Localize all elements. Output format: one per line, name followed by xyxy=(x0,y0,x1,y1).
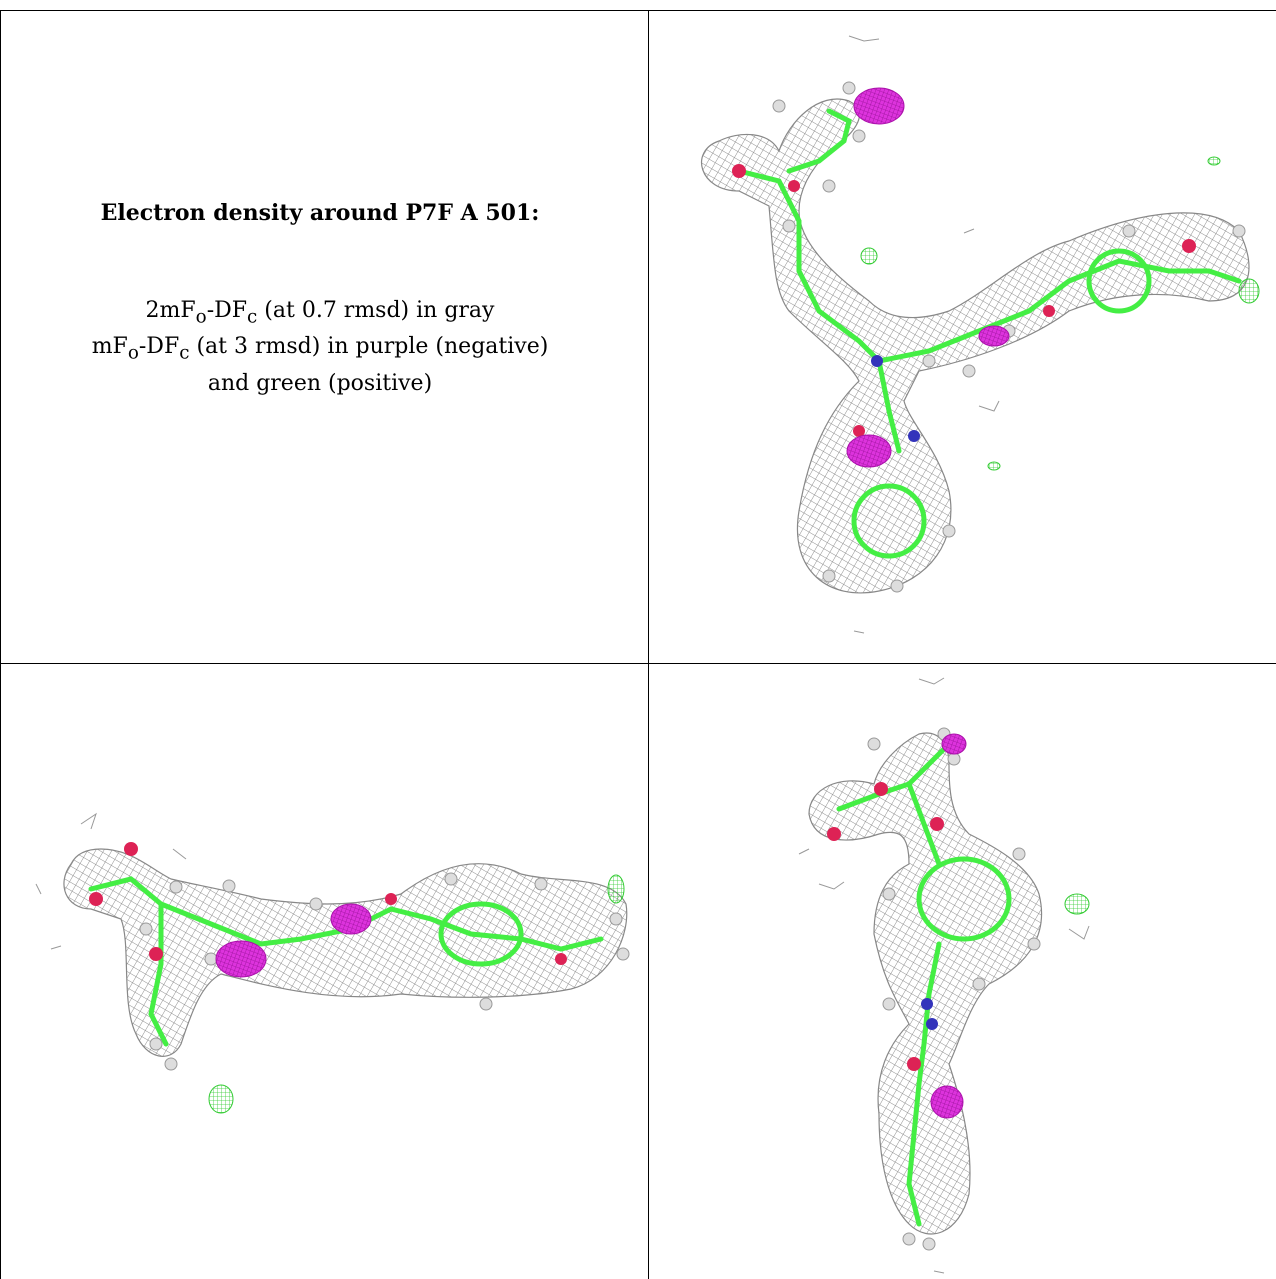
atoms-oxygen xyxy=(827,782,944,1071)
density-view-bottom-left xyxy=(1,664,648,1279)
caption-line-2fofc: 2mFo-DFc (at 0.7 rmsd) in gray xyxy=(145,298,495,328)
density-view-bottom-right xyxy=(649,664,1276,1279)
atoms-oxygen xyxy=(89,842,567,965)
stray-mesh xyxy=(848,35,1000,634)
fofc-positive xyxy=(1064,893,1090,915)
grid-vertical-divider xyxy=(648,10,649,1279)
stray-mesh xyxy=(35,812,187,950)
density-view-top-right xyxy=(649,11,1276,663)
atoms-hydrogen xyxy=(139,872,630,1071)
grid-top-border xyxy=(0,10,1276,11)
fofc-positive xyxy=(208,874,625,1114)
atoms-nitrogen xyxy=(921,998,938,1030)
ligand-bonds xyxy=(736,108,1242,559)
ligand-bonds xyxy=(836,741,1012,1227)
caption-line-fofc: mFo-DFc (at 3 rmsd) in purple (negative) xyxy=(91,334,549,364)
atoms-oxygen xyxy=(732,164,1196,437)
caption-line-colors: and green (positive) xyxy=(207,370,433,396)
stray-mesh xyxy=(798,677,1090,1274)
mesh-2fofc xyxy=(701,98,1250,594)
caption-panel: Electron density around P7F A 501: 2mFo-… xyxy=(10,200,630,399)
mesh-2fofc xyxy=(808,732,1043,1235)
mesh-2fofc xyxy=(63,848,628,1057)
atoms-nitrogen xyxy=(871,355,920,442)
grid-horizontal-divider xyxy=(0,663,1276,664)
fofc-negative xyxy=(846,87,1010,468)
atoms-hydrogen xyxy=(772,81,1246,593)
fofc-positive xyxy=(860,156,1260,471)
grid-left-border xyxy=(0,10,1,1279)
fofc-negative xyxy=(930,733,967,1119)
caption-title: Electron density around P7F A 501: xyxy=(100,200,540,226)
ligand-bonds xyxy=(88,876,604,1047)
fofc-negative xyxy=(215,903,372,978)
